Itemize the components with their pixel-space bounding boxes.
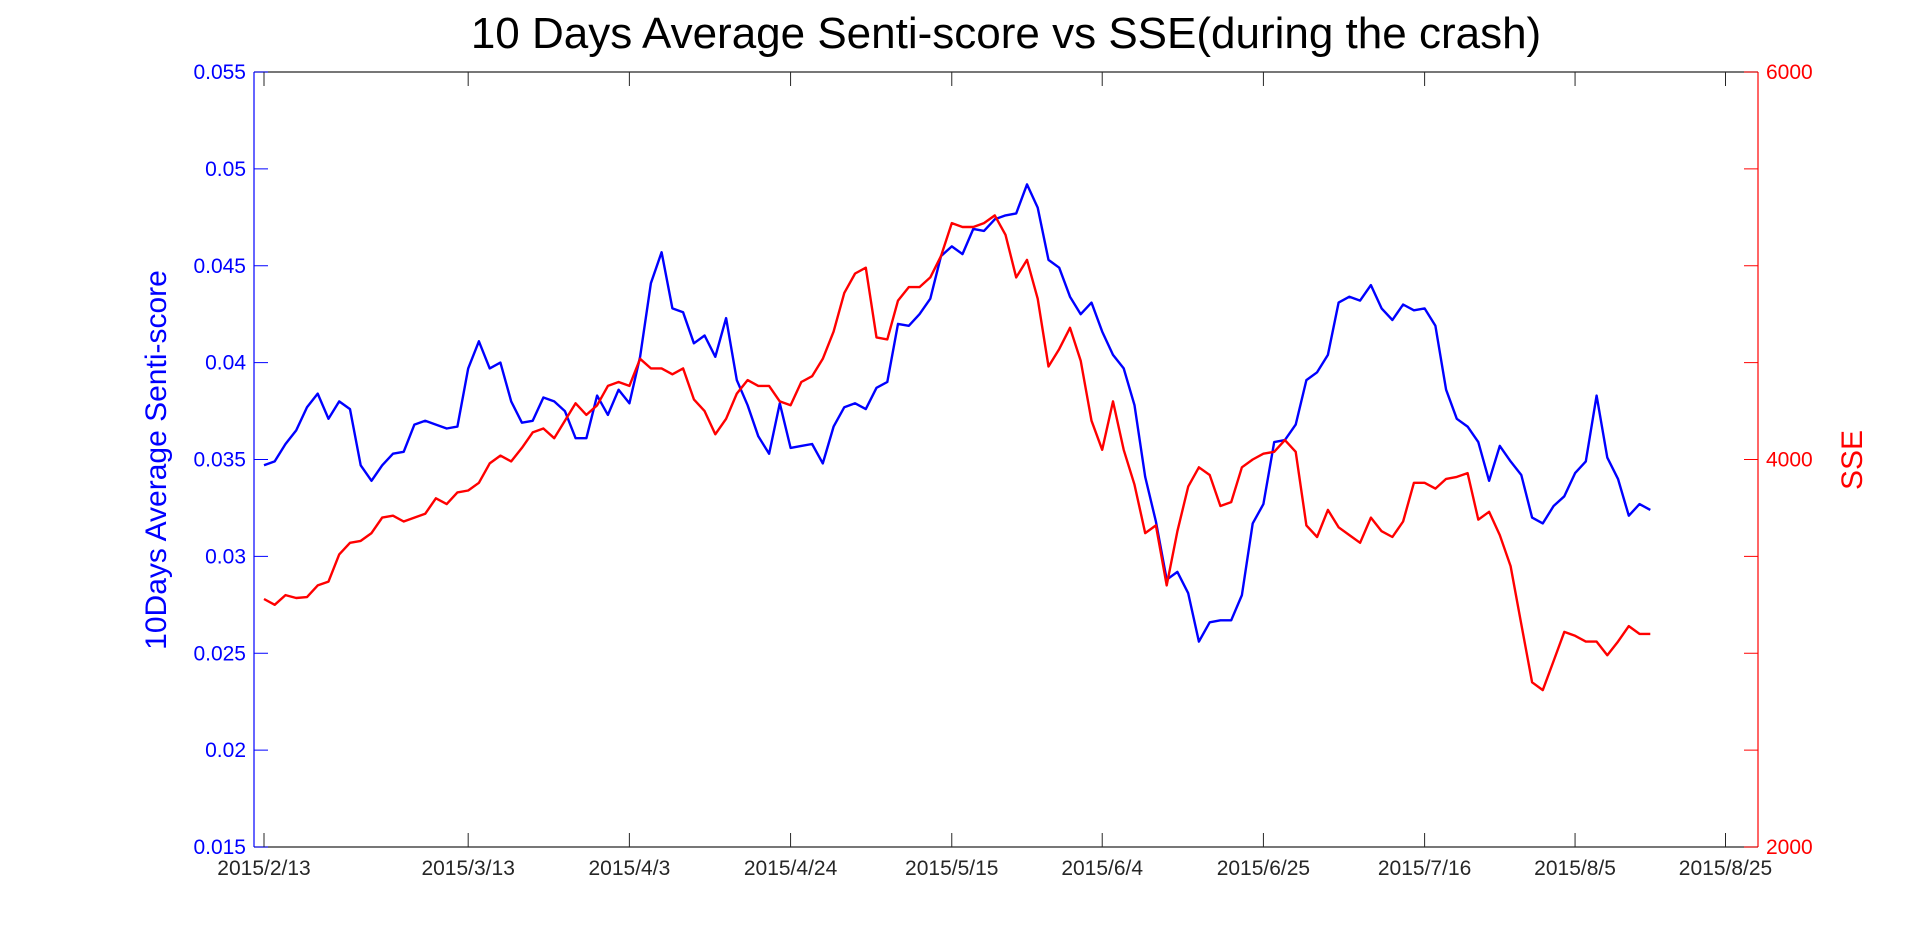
x-tick-label: 2015/5/15 — [905, 857, 998, 880]
x-tick-label: 2015/2/13 — [217, 857, 310, 880]
left-tick-label: 0.04 — [205, 352, 246, 375]
x-tick-label: 2015/8/25 — [1679, 857, 1772, 880]
left-tick-label: 0.035 — [193, 449, 246, 472]
right-axis-ticks: 2000 4000 6000 — [1744, 61, 1813, 859]
plot-axes — [253, 71, 1759, 848]
x-tick-label: 2015/6/25 — [1217, 857, 1310, 880]
x-tick-label: 2015/4/24 — [744, 857, 838, 880]
x-tick-label: 2015/4/3 — [589, 857, 671, 880]
senti-score-series-line — [263, 183, 1651, 643]
x-axis-ticks: 2015/2/13 2015/3/13 2015/4/3 2015/4/24 2015/… — [217, 72, 1772, 880]
x-tick-label: 2015/3/13 — [421, 857, 514, 880]
right-tick-label: 4000 — [1766, 449, 1813, 472]
left-tick-label: 0.045 — [193, 255, 246, 278]
x-tick-label: 2015/6/4 — [1061, 857, 1143, 880]
right-tick-label: 2000 — [1766, 836, 1813, 859]
left-tick-label: 0.03 — [205, 545, 246, 568]
right-axis-label: SSE — [1836, 430, 1869, 490]
left-tick-label: 0.02 — [205, 739, 246, 762]
chart-title: 10 Days Average Senti-score vs SSE(durin… — [471, 9, 1541, 58]
x-tick-label: 2015/7/16 — [1378, 857, 1471, 880]
left-tick-label: 0.025 — [193, 642, 246, 665]
left-tick-label: 0.05 — [205, 158, 246, 181]
left-axis-ticks: 0.015 0.02 0.025 0.03 0.035 0.04 0.045 0.05 0.05… — [193, 61, 268, 859]
left-tick-label: 0.015 — [193, 836, 246, 859]
left-axis-label: 10Days Average Senti-score — [140, 270, 173, 650]
sse-series-line — [263, 214, 1651, 692]
x-tick-label: 2015/8/5 — [1534, 857, 1616, 880]
series-group — [263, 183, 1651, 692]
left-tick-label: 0.055 — [193, 61, 246, 84]
right-tick-label: 6000 — [1766, 61, 1813, 84]
